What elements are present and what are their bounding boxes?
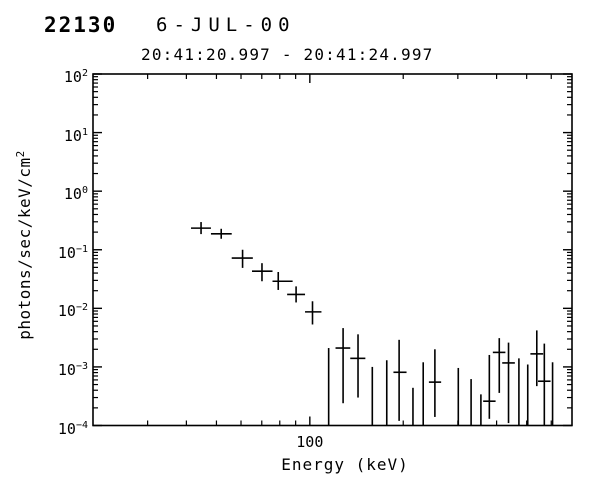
y-tick-label: 10−1 [57,243,88,262]
y-tick-label: 100 [63,185,88,204]
time-range: 20:41:20.997 - 20:41:24.997 [141,45,434,64]
observation-date: 6-JUL-00 [156,14,296,36]
plot-frame [92,73,573,427]
y-tick-label: 101 [63,126,88,145]
y-tick-label: 10−4 [57,419,88,438]
y-tick-label: 10−2 [57,302,88,321]
x-tick-label-100: 100 [296,433,324,451]
y-tick-label: 10−3 [57,360,88,379]
x-axis-label: Energy (keV) [281,455,409,474]
y-tick-label: 102 [63,68,88,86]
burst-number: 22130 [44,13,118,37]
